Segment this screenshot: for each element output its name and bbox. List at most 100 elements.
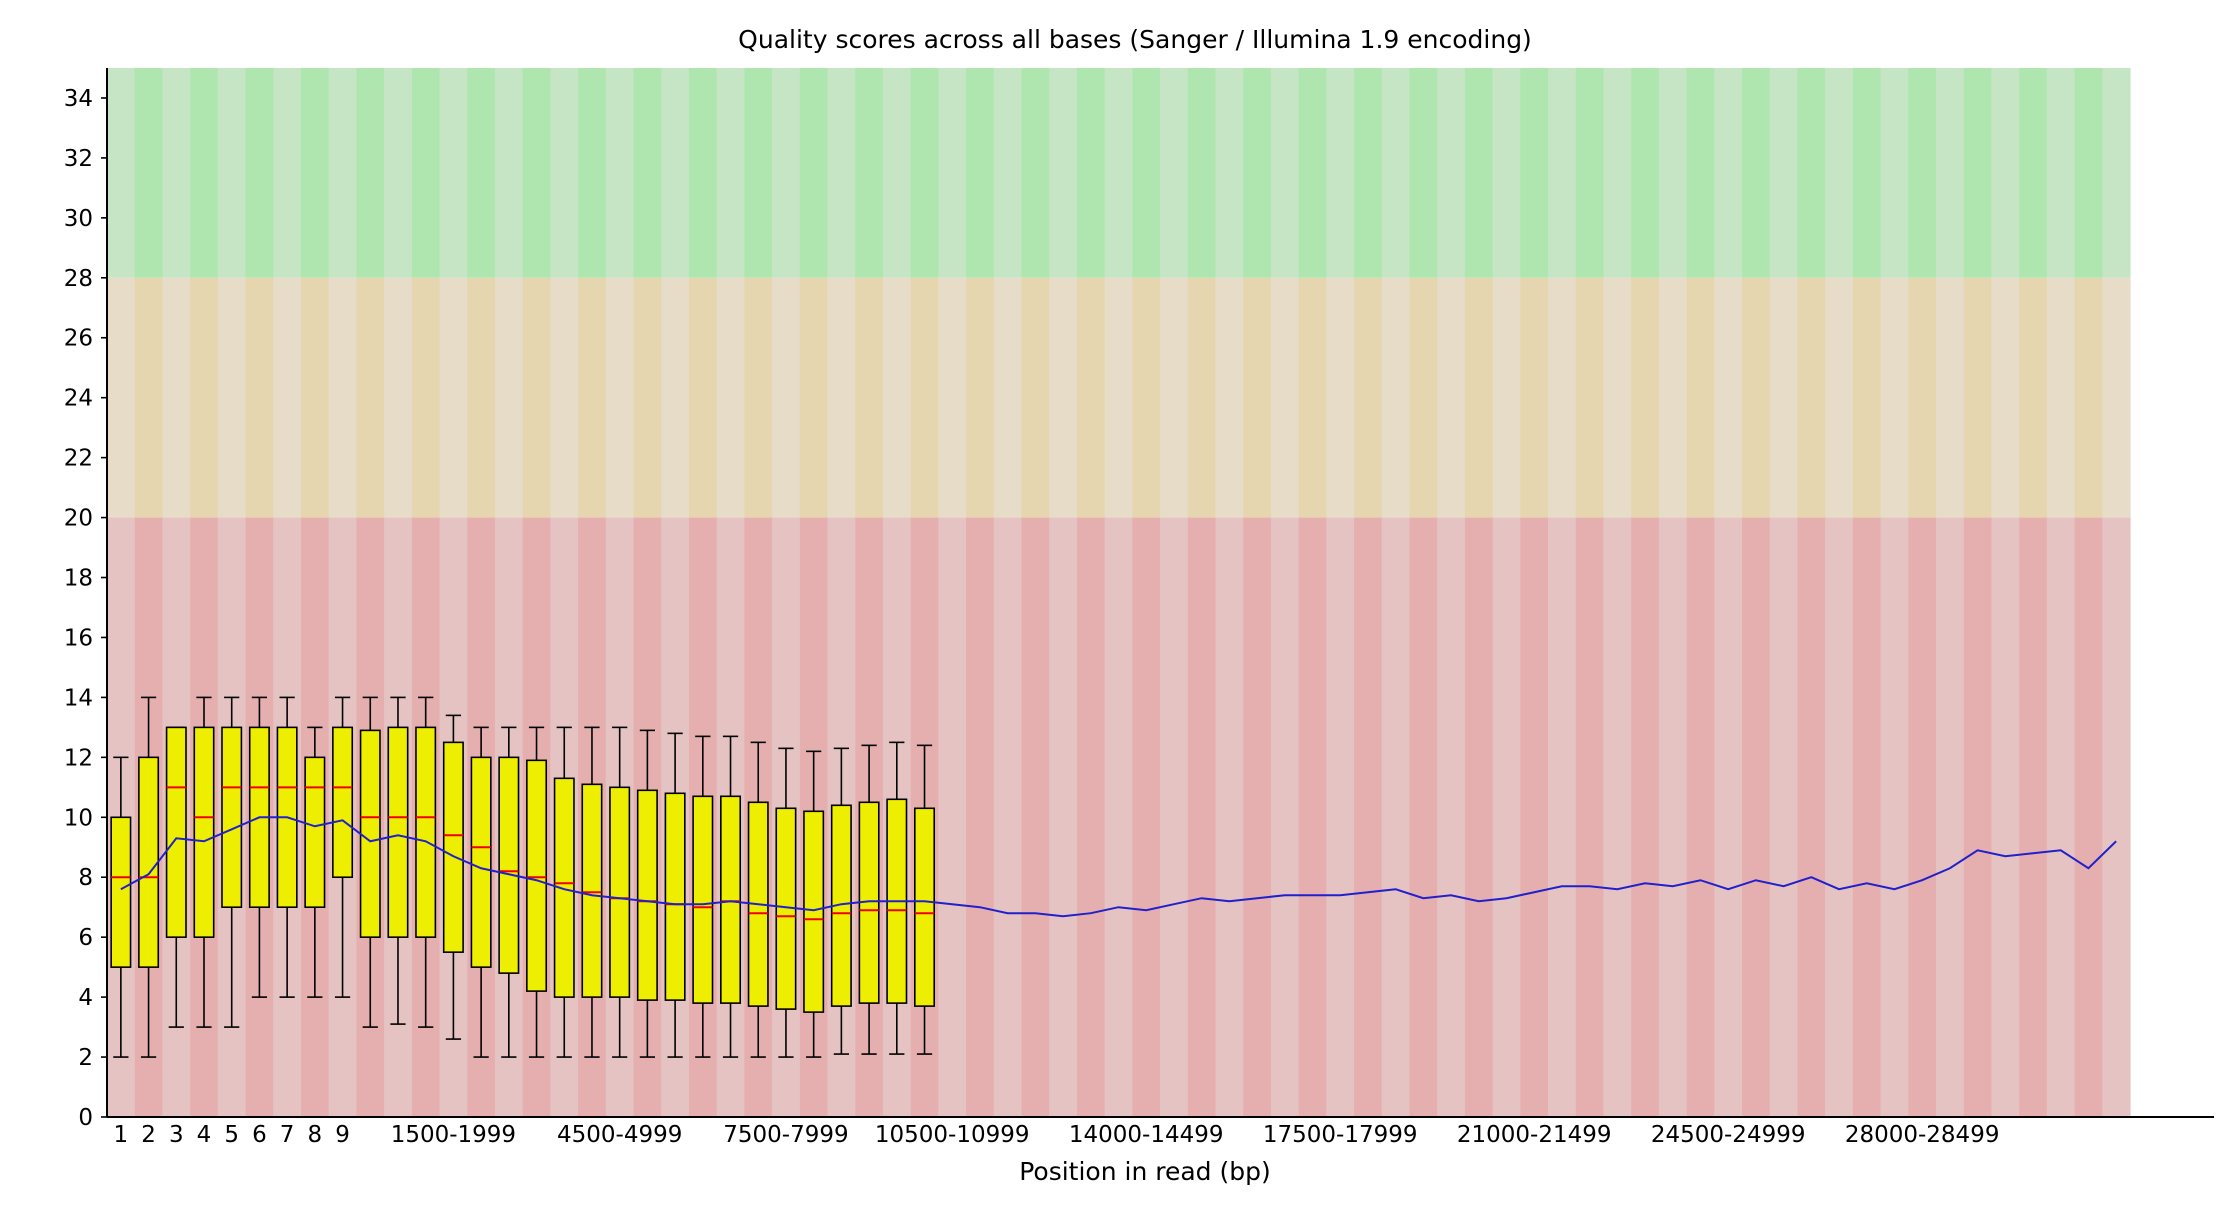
band-good-stripe (1686, 68, 1715, 278)
y-tick-label: 10 (64, 805, 93, 831)
band-good-stripe (1187, 68, 1217, 278)
band-good-stripe (1631, 68, 1660, 278)
band-good-stripe (550, 68, 579, 278)
band-good-stripe (1409, 68, 1438, 278)
band-good-stripe (744, 68, 773, 278)
x-tick-label: 3 (169, 1122, 184, 1148)
box-iqr (110, 816, 132, 968)
band-reasonable-stripe (938, 277, 967, 518)
box-iqr (442, 741, 464, 953)
band-poor-stripe (1354, 517, 1383, 1117)
band-poor-stripe (1409, 517, 1438, 1117)
band-reasonable-stripe (1797, 277, 1826, 518)
band-reasonable-stripe (1132, 277, 1161, 518)
band-reasonable-stripe (605, 277, 635, 518)
band-good-stripe (356, 68, 385, 278)
box-plot-13 (470, 726, 492, 1058)
box-iqr (470, 756, 492, 968)
y-tick-label: 14 (64, 685, 93, 711)
x-tick-label: 2 (141, 1122, 156, 1148)
band-reasonable-stripe (744, 277, 773, 518)
band-reasonable-stripe (1354, 277, 1383, 518)
band-reasonable-stripe (661, 277, 690, 518)
band-good-stripe (799, 68, 829, 278)
band-reasonable-stripe (1409, 277, 1438, 518)
x-tick-label: 10500-10999 (875, 1122, 1030, 1148)
band-poor-stripe (1548, 517, 1577, 1117)
band-good-stripe (688, 68, 718, 278)
band-reasonable-stripe (1742, 277, 1771, 518)
band-reasonable-stripe (716, 277, 745, 518)
band-good-stripe (134, 68, 164, 278)
band-good-stripe (1520, 68, 1549, 278)
y-tick-label: 26 (64, 326, 93, 352)
band-reasonable-stripe (1049, 277, 1078, 518)
band-reasonable-stripe (1686, 277, 1715, 518)
box-plot-10 (387, 696, 409, 1025)
box-plot-22 (720, 735, 742, 1058)
band-reasonable-stripe (633, 277, 662, 518)
band-good-stripe (217, 68, 247, 278)
band-poor-stripe (1381, 517, 1411, 1117)
band-poor-stripe (1963, 517, 1993, 1117)
band-reasonable-stripe (1021, 277, 1050, 518)
band-reasonable-stripe (1381, 277, 1411, 518)
box-plot-14 (498, 726, 520, 1058)
y-tick-label: 4 (78, 985, 93, 1011)
band-reasonable-stripe (134, 277, 164, 518)
band-reasonable-stripe (300, 277, 330, 518)
band-reasonable-stripe (1243, 277, 1272, 518)
band-good-stripe (467, 68, 496, 278)
band-reasonable-stripe (494, 277, 524, 518)
band-reasonable-stripe (1270, 277, 1300, 518)
band-reasonable-stripe (688, 277, 718, 518)
band-reasonable-stripe (772, 277, 801, 518)
band-good-stripe (1354, 68, 1383, 278)
band-reasonable-stripe (1908, 277, 1937, 518)
band-good-stripe (1852, 68, 1882, 278)
box-iqr (720, 795, 742, 1004)
band-good-stripe (1797, 68, 1826, 278)
band-poor-stripe (1769, 517, 1799, 1117)
band-reasonable-stripe (356, 277, 385, 518)
band-good-stripe (1243, 68, 1272, 278)
band-good-stripe (411, 68, 441, 278)
band-good-stripe (578, 68, 607, 278)
band-poor-stripe (1049, 517, 1078, 1117)
x-tick-label: 1 (114, 1122, 129, 1148)
band-poor-stripe (1464, 517, 1494, 1117)
band-good-stripe (494, 68, 524, 278)
band-reasonable-stripe (1658, 277, 1688, 518)
band-good-stripe (1270, 68, 1300, 278)
band-reasonable-stripe (1076, 277, 1106, 518)
band-good-stripe (882, 68, 912, 278)
box-iqr (332, 726, 354, 879)
band-good-stripe (384, 68, 413, 278)
box-plot-18 (609, 726, 631, 1058)
x-tick-label: 9 (335, 1122, 350, 1148)
band-reasonable-stripe (882, 277, 912, 518)
band-good-stripe (1160, 68, 1189, 278)
band-good-stripe (1936, 68, 1965, 278)
band-reasonable-stripe (1187, 277, 1217, 518)
x-tick-label: 21000-21499 (1457, 1122, 1612, 1148)
band-reasonable-stripe (550, 277, 579, 518)
y-tick-label: 16 (64, 625, 93, 651)
band-good-stripe (772, 68, 801, 278)
band-reasonable-stripe (578, 277, 607, 518)
y-tick-label: 32 (64, 146, 93, 172)
band-good-stripe (1021, 68, 1050, 278)
x-tick-label: 7 (280, 1122, 295, 1148)
band-reasonable-stripe (1548, 277, 1577, 518)
box-plot-0 (110, 756, 132, 1058)
x-tick-label: 28000-28499 (1845, 1122, 2000, 1148)
band-good-stripe (661, 68, 690, 278)
band-good-stripe (827, 68, 856, 278)
box-iqr (165, 726, 187, 938)
band-reasonable-stripe (966, 277, 995, 518)
y-tick-label: 18 (64, 566, 93, 592)
box-plot-17 (581, 726, 603, 1058)
band-reasonable-stripe (855, 277, 884, 518)
band-poor-stripe (1021, 517, 1050, 1117)
box-iqr (221, 726, 243, 908)
